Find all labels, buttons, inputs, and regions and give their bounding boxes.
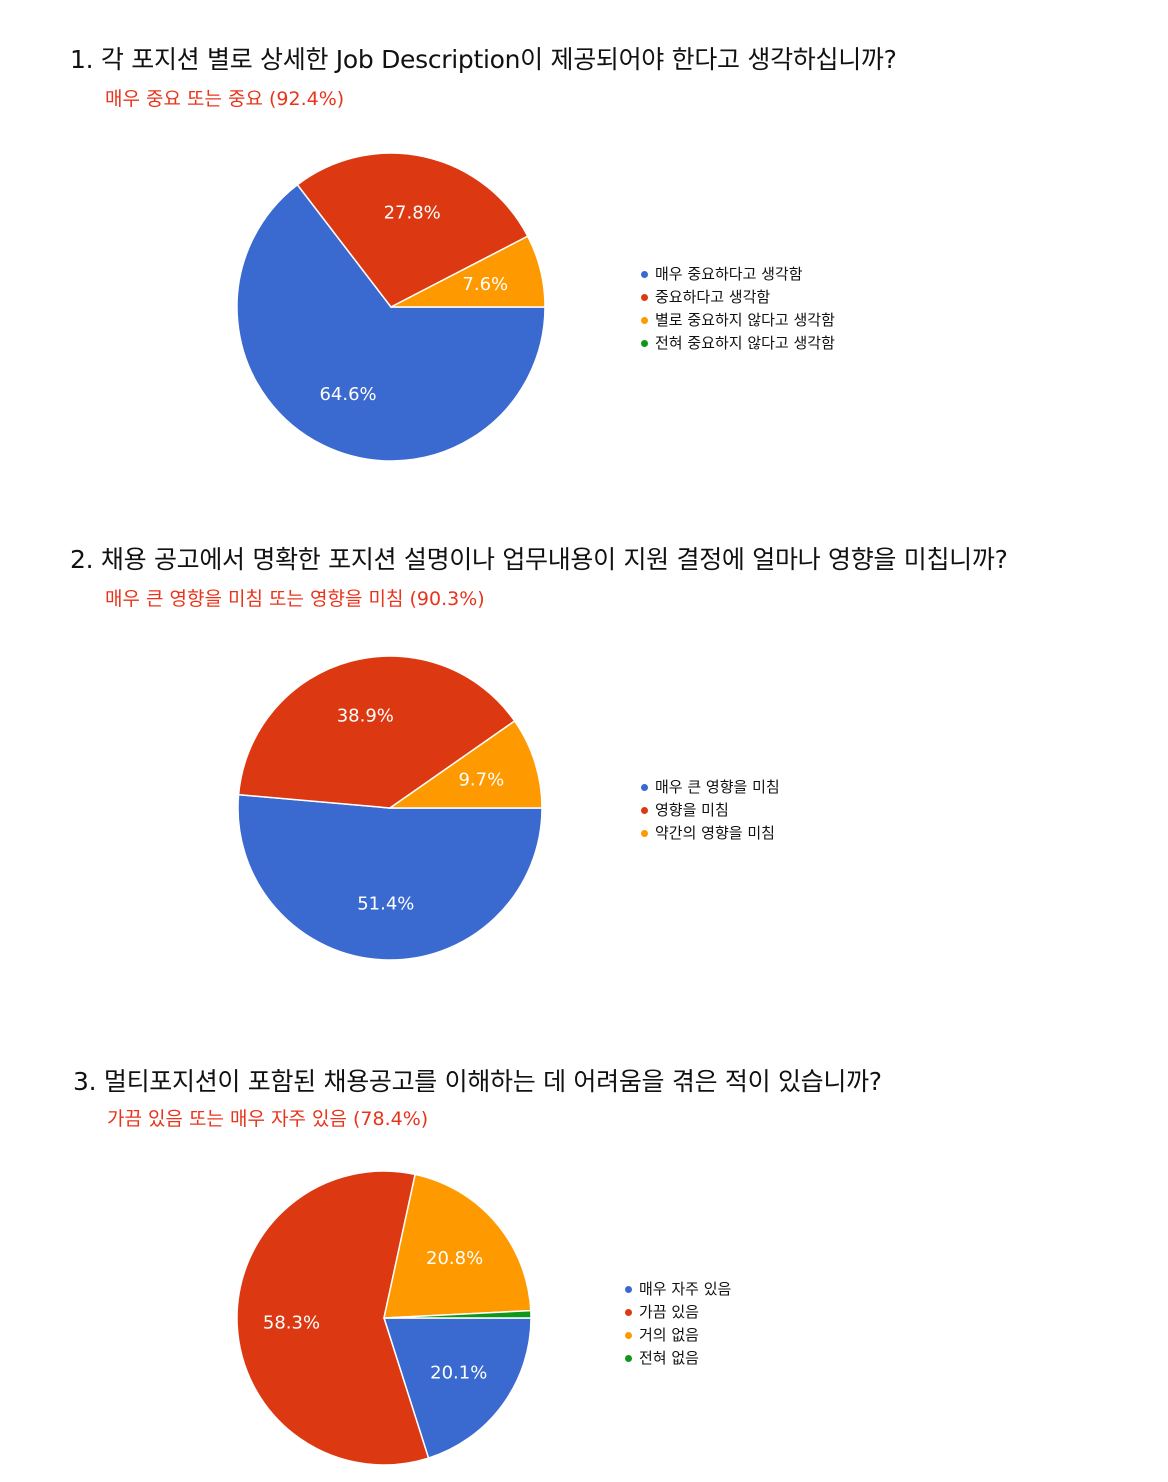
slice-data-label: 7.6% — [462, 274, 508, 295]
legend-swatch — [641, 340, 648, 347]
pie-slice — [383, 1173, 532, 1319]
legend-swatch — [625, 1355, 632, 1362]
slice-data-label: 58.3% — [263, 1312, 320, 1333]
legend-item: 매우 큰 영향을 미침 — [641, 776, 780, 799]
legend-swatch — [625, 1309, 632, 1316]
question-highlight-2: 매우 큰 영향을 미침 또는 영향을 미침 (90.3%) — [105, 588, 485, 610]
pie-slice — [236, 1170, 430, 1466]
pie-slice — [387, 719, 543, 809]
legend-item: 중요하다고 생각함 — [641, 286, 835, 309]
pie-chart-2: 51.4% 38.9% 9.7% — [237, 655, 543, 961]
legend-label: 매우 중요하다고 생각함 — [655, 265, 803, 283]
question-title-1: 1. 각 포지션 별로 상세한 Job Description이 제공되어야 한… — [70, 45, 897, 74]
pie-slice — [236, 183, 546, 462]
legend-item: 약간의 영향을 미침 — [641, 822, 780, 845]
legend-label: 가끔 있음 — [639, 1303, 699, 1321]
slice-data-label: 38.9% — [337, 705, 394, 726]
pie-slice — [237, 793, 543, 961]
legend-item: 매우 중요하다고 생각함 — [641, 263, 835, 286]
legend-label: 약간의 영향을 미침 — [655, 824, 775, 842]
pie-chart-3: 20.1% 58.3% 20.8% — [236, 1170, 532, 1466]
legend-label: 별로 중요하지 않다고 생각함 — [655, 311, 835, 329]
slice-data-label: 27.8% — [384, 202, 441, 223]
slice-data-label: 20.8% — [426, 1248, 483, 1269]
slice-data-label: 64.6% — [319, 384, 376, 405]
legend-item: 전혀 중요하지 않다고 생각함 — [641, 332, 835, 355]
question-highlight-1: 매우 중요 또는 중요 (92.4%) — [105, 88, 345, 110]
legend-item: 매우 자주 있음 — [625, 1278, 731, 1301]
legend-swatch — [641, 294, 648, 301]
legend-label: 매우 큰 영향을 미침 — [655, 778, 780, 796]
legend-label: 매우 자주 있음 — [639, 1280, 732, 1298]
legend-item: 영향을 미침 — [641, 799, 780, 822]
question-title-3: 3. 멀티포지션이 포함된 채용공고를 이해하는 데 어려움을 겪은 적이 있습… — [73, 1067, 882, 1096]
pie-slice — [296, 152, 529, 308]
legend-item: 가끔 있음 — [625, 1301, 731, 1324]
pie-slice — [390, 235, 546, 308]
legend-label: 중요하다고 생각함 — [655, 288, 771, 306]
legend-swatch — [641, 271, 648, 278]
legend-label: 전혀 없음 — [639, 1349, 699, 1367]
pie-slice — [237, 655, 516, 809]
legend-item: 별로 중요하지 않다고 생각함 — [641, 309, 835, 332]
legend-swatch — [641, 807, 648, 814]
legend-item: 전혀 없음 — [625, 1347, 731, 1370]
legend-label: 전혀 중요하지 않다고 생각함 — [655, 334, 835, 352]
pie-chart-1: 64.6% 27.8% 7.6% — [236, 152, 546, 462]
legend-swatch — [641, 830, 648, 837]
legend-item: 거의 없음 — [625, 1324, 731, 1347]
legend-swatch — [625, 1286, 632, 1293]
pie-slice — [382, 1317, 532, 1460]
legend-swatch — [641, 317, 648, 324]
legend-swatch — [641, 784, 648, 791]
question-title-2: 2. 채용 공고에서 명확한 포지션 설명이나 업무내용이 지원 결정에 얼마나… — [70, 545, 1008, 574]
legend-label: 거의 없음 — [639, 1326, 699, 1344]
question-highlight-3: 가끔 있음 또는 매우 자주 있음 (78.4%) — [107, 1108, 429, 1130]
legend-label: 영향을 미침 — [655, 801, 729, 819]
legend-swatch — [625, 1332, 632, 1339]
slice-data-label: 20.1% — [430, 1363, 487, 1384]
pie-slice — [383, 1309, 532, 1319]
slice-data-label: 51.4% — [357, 894, 414, 915]
slice-data-label: 9.7% — [458, 769, 504, 790]
